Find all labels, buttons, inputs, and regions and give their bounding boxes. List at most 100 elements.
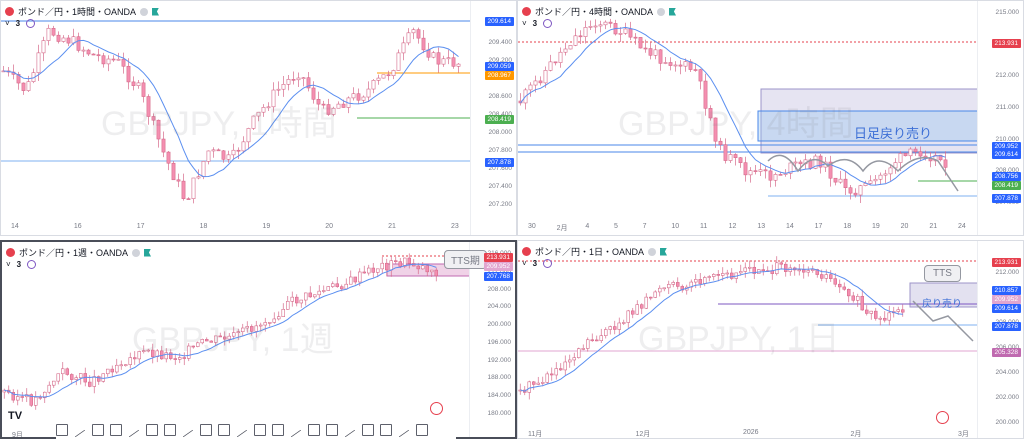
- candle: [578, 30, 583, 45]
- time-axis[interactable]: 30 2月 4 5 7 10 11 12 13 14 17 18 19 20 21 24: [518, 223, 978, 235]
- candle: [638, 37, 643, 49]
- candle: [20, 391, 24, 402]
- ray-tool-icon[interactable]: [182, 429, 194, 437]
- path-tool-icon[interactable]: [110, 424, 122, 436]
- candle: [306, 72, 311, 92]
- date-range-tool-icon[interactable]: [362, 424, 374, 436]
- plus-tool-icon[interactable]: [74, 429, 86, 437]
- short-position-tool-icon[interactable]: [326, 424, 338, 436]
- tradingview-logo[interactable]: TV: [8, 410, 23, 422]
- candle: [29, 393, 33, 407]
- chevron-down-icon[interactable]: ˅: [6, 260, 11, 269]
- price-chart[interactable]: [518, 241, 978, 421]
- price-axis[interactable]: 212.000210.000208.000206.000204.000202.0…: [977, 241, 1023, 438]
- alert-icon[interactable]: [936, 411, 949, 424]
- price-chart[interactable]: [1, 1, 471, 217]
- time-tick-label: 11月: [528, 431, 543, 438]
- candle: [918, 146, 923, 162]
- candle: [121, 52, 126, 74]
- candle: [336, 101, 341, 109]
- chart-header: ポンド／円・1時間・OANDA: [5, 5, 160, 18]
- chart-panel-4h[interactable]: ポンド／円・4時間・OANDA ˅ 3 GBPJPY, 4時間 日足戻り売り 3…: [517, 0, 1024, 236]
- pen-tool-icon[interactable]: [236, 429, 248, 437]
- candle: [667, 280, 671, 295]
- time-tick-label: 17: [814, 223, 823, 230]
- time-tick-label: 21: [388, 223, 396, 230]
- indicator-legend[interactable]: ˅ 3: [6, 260, 37, 269]
- candle: [548, 54, 553, 72]
- visibility-icon[interactable]: [543, 259, 553, 268]
- chart-panel-1w[interactable]: ポンド／円・1週・OANDA ˅ 3 GBPJPY, 1週 TTS期 216.0…: [0, 240, 517, 439]
- candle: [126, 58, 131, 90]
- brush-tool-icon[interactable]: [200, 424, 212, 436]
- candle: [608, 18, 613, 28]
- chart-panel-1h[interactable]: ポンド／円・1時間・OANDA ˅ 3 GBPJPY, 1時間 14 16 17 18…: [0, 0, 517, 236]
- candle: [635, 300, 639, 315]
- horizontal-ray-tool-icon[interactable]: [146, 424, 158, 436]
- candle: [176, 173, 181, 188]
- candle: [232, 326, 236, 340]
- chevron-down-icon[interactable]: ˅: [522, 19, 527, 28]
- sell-zone-box[interactable]: [909, 282, 978, 308]
- price-tick-label: 209.400: [488, 39, 513, 46]
- time-tick-label: 14: [786, 223, 794, 230]
- trend-line-tool-icon[interactable]: [164, 424, 176, 436]
- chevron-down-icon[interactable]: ˅: [522, 259, 527, 268]
- candle: [47, 381, 51, 395]
- candle: [593, 19, 598, 34]
- candle: [251, 115, 256, 131]
- candle: [380, 257, 384, 273]
- indicator-legend[interactable]: ˅ 3: [5, 19, 36, 28]
- candle: [887, 305, 891, 326]
- candle: [362, 265, 366, 274]
- rectangle-tool-icon[interactable]: [92, 424, 104, 436]
- price-range-tool-icon[interactable]: [344, 429, 356, 437]
- candle: [728, 150, 733, 164]
- time-tick-label: 18: [843, 223, 852, 230]
- long-position-tool-icon[interactable]: [308, 424, 320, 436]
- projection-path[interactable]: [912, 300, 974, 342]
- candle: [818, 154, 823, 174]
- highlight-tool-icon[interactable]: [254, 424, 266, 436]
- candle: [838, 279, 842, 293]
- price-chart[interactable]: [518, 1, 978, 217]
- shape-tool-icon[interactable]: [416, 424, 428, 436]
- price-tag-red: 213.931: [483, 253, 513, 262]
- chevron-down-icon[interactable]: ˅: [5, 19, 10, 28]
- indicator-legend[interactable]: ˅ 3: [522, 19, 553, 28]
- price-chart[interactable]: [2, 242, 472, 422]
- visibility-icon[interactable]: [27, 260, 37, 269]
- candle: [385, 258, 389, 277]
- table-tool-icon[interactable]: [398, 429, 410, 437]
- candle: [543, 66, 548, 88]
- text-tool-icon[interactable]: [380, 424, 392, 436]
- crosshair-tool-icon[interactable]: [56, 424, 68, 436]
- time-axis[interactable]: 9月: [2, 430, 472, 437]
- candle: [604, 327, 608, 339]
- time-axis[interactable]: 11月 12月 2026 2月 3月: [518, 429, 978, 438]
- up-arrow-tool-icon[interactable]: [290, 429, 302, 437]
- indicator-legend[interactable]: ˅ 3: [522, 259, 553, 268]
- candle: [286, 296, 290, 310]
- visibility-icon[interactable]: [543, 19, 553, 28]
- status-dot-icon: [140, 7, 149, 16]
- time-tick-label: 11: [700, 223, 708, 230]
- candle: [209, 340, 213, 343]
- daily-sell-box[interactable]: [757, 110, 978, 142]
- visibility-icon[interactable]: [26, 19, 36, 28]
- box-tool-icon[interactable]: [128, 429, 140, 437]
- candle: [758, 162, 763, 177]
- down-arrow-tool-icon[interactable]: [272, 424, 284, 436]
- candle: [214, 335, 218, 347]
- projection-path[interactable]: [767, 154, 959, 192]
- time-axis[interactable]: 14 16 17 18 19 20 21 23: [1, 223, 471, 235]
- arrow-tool-icon[interactable]: [218, 424, 230, 436]
- candle: [371, 78, 376, 94]
- alert-icon[interactable]: [430, 402, 443, 415]
- time-tick-label: 14: [11, 223, 19, 230]
- chart-title: ポンド／円・1週・OANDA: [19, 248, 129, 258]
- sell-zone-box[interactable]: [760, 88, 978, 154]
- chart-panel-1d[interactable]: ポンド／円・1日・OANDA ˅ 3 GBPJPY, 1日 TTS 戻り売り 2…: [517, 240, 1024, 439]
- candle: [221, 150, 226, 163]
- time-tick-label: 4: [585, 223, 590, 230]
